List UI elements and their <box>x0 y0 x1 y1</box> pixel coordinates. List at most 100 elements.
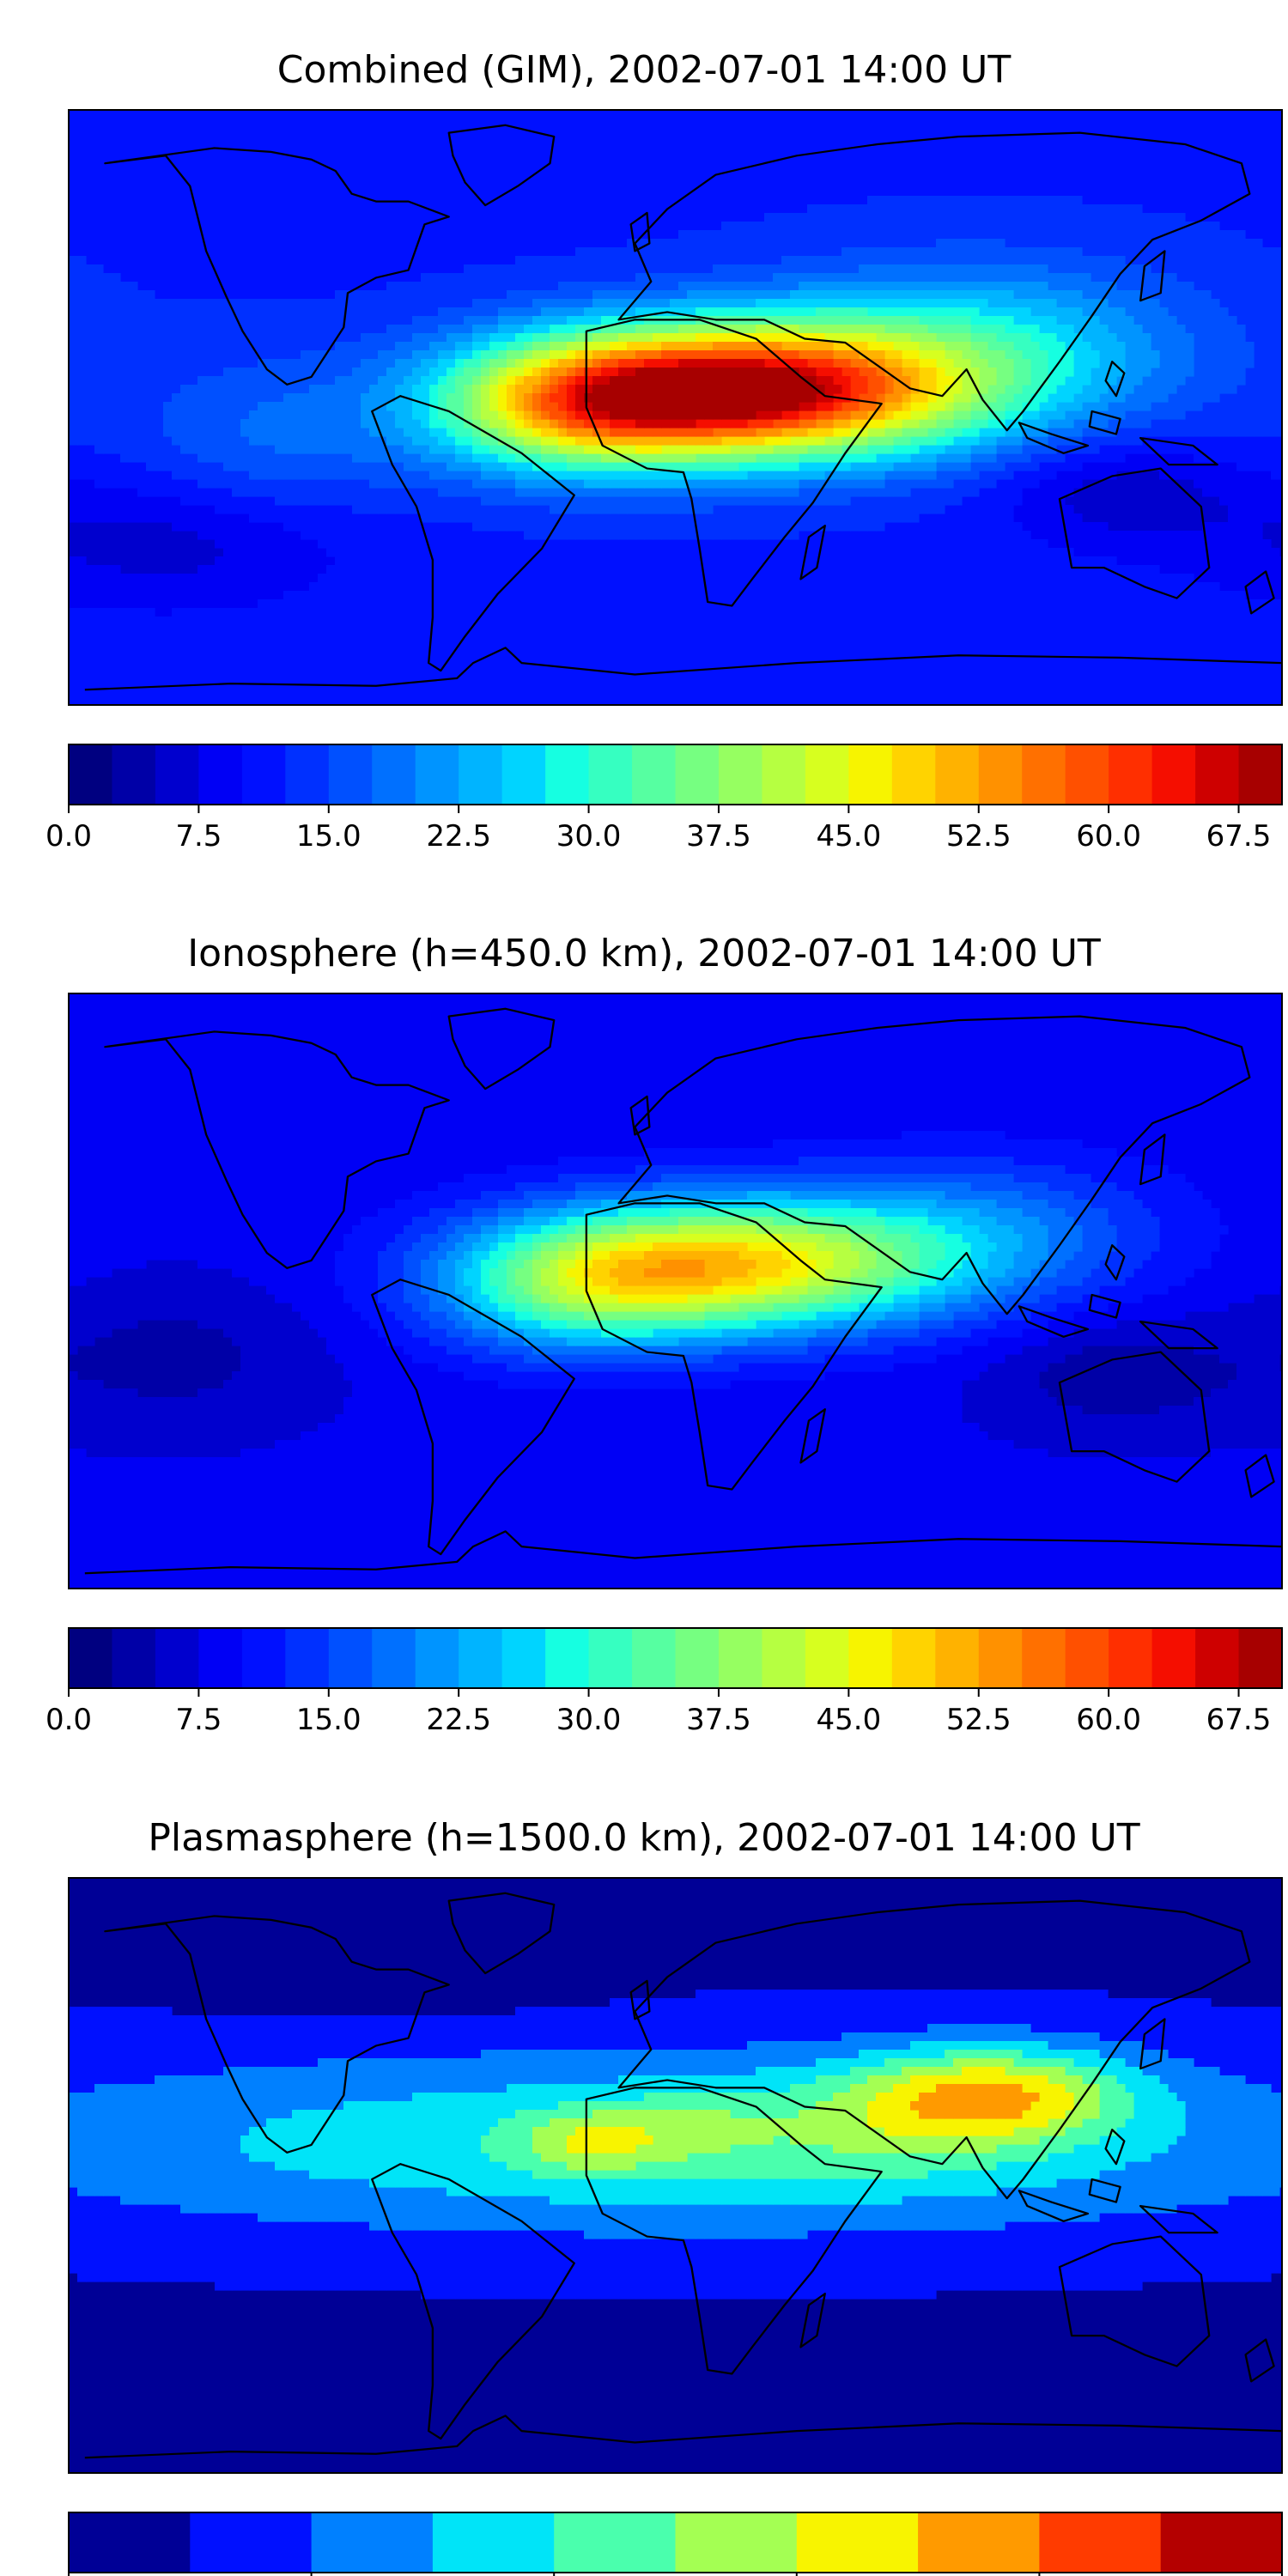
map-cell <box>77 213 87 222</box>
map-cell <box>970 161 980 171</box>
map-cell <box>1254 230 1263 240</box>
map-cell <box>884 127 894 137</box>
map-cell <box>1108 136 1117 145</box>
map-cell <box>1142 651 1151 660</box>
map-cell <box>979 531 988 540</box>
map-cell <box>850 565 860 574</box>
map-cell <box>1151 479 1160 489</box>
map-cell <box>77 196 87 205</box>
map-cell <box>1108 548 1117 557</box>
map-cell <box>618 144 628 154</box>
map-cell <box>292 625 301 635</box>
map-cell <box>1030 591 1040 600</box>
map-cell <box>936 574 945 583</box>
map-cell <box>524 127 533 137</box>
map-cell <box>747 548 756 557</box>
map-cell <box>94 479 104 489</box>
map-cell <box>704 144 714 154</box>
map-cell <box>309 187 319 197</box>
map-cell <box>240 239 250 248</box>
map-cell <box>1211 471 1220 480</box>
map-cell <box>902 118 911 128</box>
map-cell <box>962 187 971 197</box>
map-cell <box>395 110 404 119</box>
map-cell <box>1005 153 1014 162</box>
map-cell <box>266 505 276 514</box>
map-cell <box>498 539 507 549</box>
map-cell <box>275 548 284 557</box>
map-cell <box>489 187 499 197</box>
map-cell <box>1048 462 1057 471</box>
map-cell <box>704 591 714 600</box>
map-cell <box>163 264 173 274</box>
map-cell <box>352 187 361 197</box>
map-cell <box>515 187 525 197</box>
map-cell <box>884 642 894 652</box>
map-cell <box>438 625 447 635</box>
map-cell <box>1142 505 1151 514</box>
map-cell <box>824 144 834 154</box>
map-cell <box>902 617 911 626</box>
map-cell <box>69 239 78 248</box>
map-cell <box>429 196 439 205</box>
map-cell <box>77 239 87 248</box>
map-cell <box>258 170 267 179</box>
map-cell <box>155 617 164 626</box>
map-cell <box>678 222 688 231</box>
map-cell <box>163 273 173 283</box>
map-cell <box>172 505 181 514</box>
map-cell <box>721 591 731 600</box>
map-cell <box>223 513 233 523</box>
map-cell <box>69 170 78 179</box>
map-cell <box>764 608 774 617</box>
map-cell <box>69 642 78 652</box>
map-cell <box>103 453 112 463</box>
map-cell <box>232 582 241 592</box>
map-cell <box>69 574 78 583</box>
map-cell <box>395 196 404 205</box>
map-cell <box>472 574 482 583</box>
map-cell <box>507 213 516 222</box>
map-cell <box>120 642 130 652</box>
map-cell <box>1048 659 1057 669</box>
map-cell <box>395 539 404 549</box>
map-cell <box>987 625 997 635</box>
map-cell <box>1176 445 1186 454</box>
map-cell <box>378 531 387 540</box>
map-cell <box>301 247 310 257</box>
map-cell <box>799 204 808 214</box>
map-cell <box>1151 144 1160 154</box>
map-cell <box>644 144 653 154</box>
map-cell <box>558 539 568 549</box>
map-cell <box>919 625 928 635</box>
map-cell <box>1048 187 1057 197</box>
map-cell <box>86 642 95 652</box>
map-cell <box>137 213 147 222</box>
map-cell <box>635 118 645 128</box>
map-cell <box>378 565 387 574</box>
map-cell <box>945 574 954 583</box>
map-cell <box>326 634 336 643</box>
map-cell <box>541 247 550 257</box>
map-cell <box>232 565 241 574</box>
map-cell <box>996 591 1005 600</box>
map-cell <box>799 179 808 188</box>
map-cell <box>859 625 868 635</box>
map-cell <box>1279 488 1282 497</box>
map-cell <box>936 582 945 592</box>
map-cell <box>386 591 396 600</box>
map-cell <box>1279 196 1282 205</box>
map-cell <box>962 179 971 188</box>
map-cell <box>592 136 602 145</box>
map-cell <box>69 539 78 549</box>
map-cell <box>309 634 319 643</box>
map-cell <box>635 548 645 557</box>
map-cell <box>799 582 808 592</box>
map-cell <box>335 264 344 274</box>
map-cell <box>987 608 997 617</box>
map-cell <box>1211 574 1220 583</box>
map-cell <box>515 204 525 214</box>
map-cell <box>249 582 258 592</box>
map-cell <box>1211 479 1220 489</box>
map-cell <box>447 565 456 574</box>
